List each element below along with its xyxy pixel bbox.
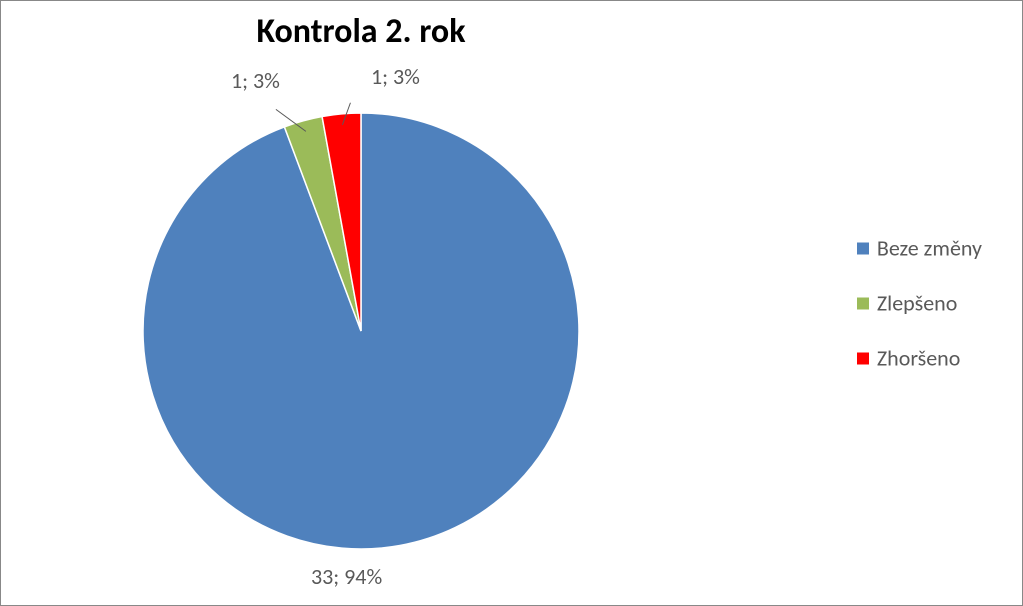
data-label-0: 33; 94%	[311, 563, 382, 590]
legend-item-1: Zlepšeno	[857, 290, 982, 317]
legend-label-2: Zhoršeno	[877, 345, 960, 372]
legend: Beze změny Zlepšeno Zhoršeno	[857, 221, 982, 386]
legend-label-0: Beze změny	[877, 235, 982, 262]
legend-item-2: Zhoršeno	[857, 345, 982, 372]
data-label-1: 1; 3%	[231, 67, 280, 94]
legend-swatch-2	[857, 352, 869, 364]
legend-label-1: Zlepšeno	[877, 290, 957, 317]
chart-container: Kontrola 2. rok Beze změnyZlepšenoZhorše…	[0, 0, 1023, 606]
legend-item-0: Beze změny	[857, 235, 982, 262]
legend-swatch-0	[857, 242, 869, 254]
legend-swatch-1	[857, 297, 869, 309]
data-label-2: 1; 3%	[371, 63, 420, 90]
